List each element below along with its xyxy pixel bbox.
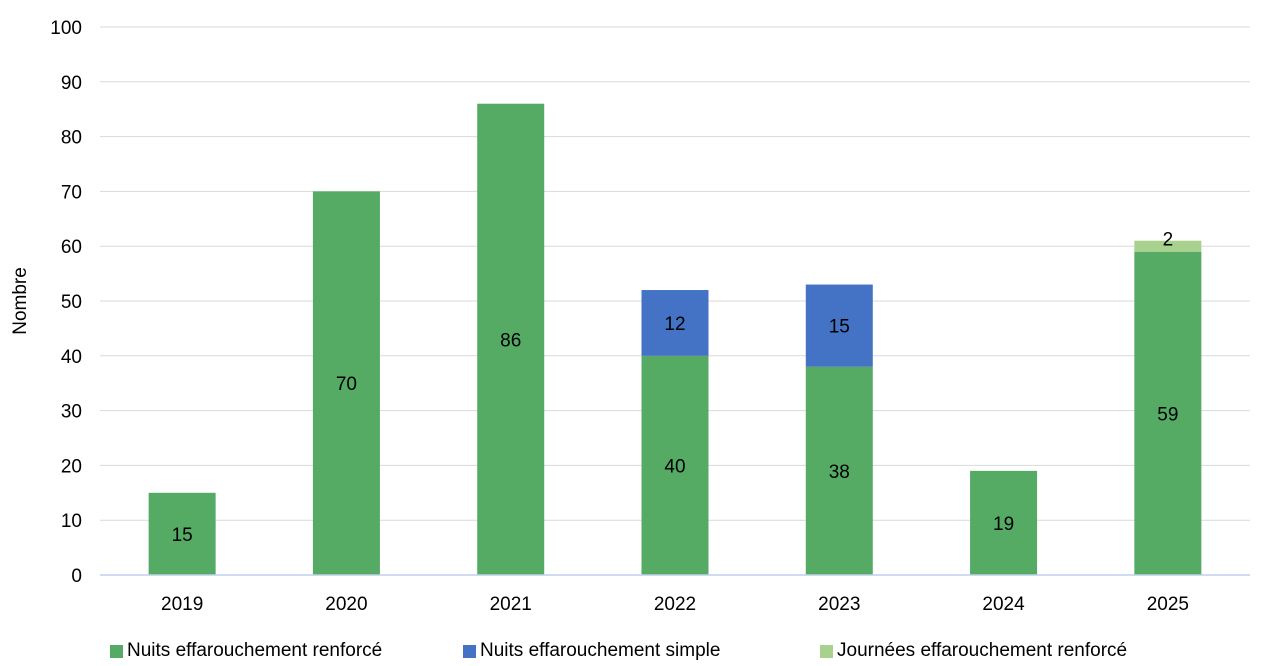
bar-segment [641, 355, 709, 575]
y-tick-label: 50 [61, 292, 82, 313]
y-tick-label: 10 [61, 511, 82, 532]
data-label: 15 [172, 525, 193, 546]
y-tick-label: 30 [61, 402, 82, 423]
y-tick-label: 40 [61, 347, 82, 368]
bar-segment [312, 191, 380, 575]
y-tick-label: 60 [61, 237, 82, 258]
legend-swatch [110, 644, 123, 658]
legend-label: Journées effarouchement renforcé [837, 640, 1128, 661]
x-tick-label: 2023 [818, 594, 860, 615]
legend-item: Nuits effarouchement simple [463, 640, 720, 662]
data-label: 40 [664, 456, 685, 477]
chart-plot: 15 70 86 40 12 38 15 19 59 2 0 10 20 30 40 50 60 70 80 90 1… [10, 18, 1250, 615]
x-tick-label: 2024 [982, 594, 1025, 615]
legend-item: Journées effarouchement renforcé [820, 640, 1127, 662]
legend-label: Nuits effarouchement simple [480, 640, 721, 661]
x-tick-label: 2021 [490, 594, 532, 615]
data-label: 86 [500, 330, 521, 351]
x-tick-label: 2025 [1147, 594, 1189, 615]
bar-segment [970, 470, 1038, 575]
legend-swatch [463, 644, 476, 658]
data-label: 2 [1163, 230, 1174, 251]
y-tick-label: 70 [61, 182, 82, 203]
bar-segment [641, 290, 709, 356]
data-label: 19 [993, 514, 1014, 535]
x-tick-label: 2020 [325, 594, 367, 615]
y-tick-label: 90 [61, 73, 82, 94]
y-axis-title: Nombre [10, 267, 31, 335]
bar-segment [805, 284, 873, 367]
bar-segment [1134, 240, 1202, 252]
y-tick-label: 100 [50, 18, 82, 39]
data-label: 15 [829, 317, 850, 338]
y-tick-label: 0 [71, 566, 82, 587]
data-label: 70 [336, 374, 357, 395]
bars [148, 103, 1202, 575]
axes: 0 10 20 30 40 50 60 70 80 90 100 2019 2020 2021 2022 20… [50, 18, 1250, 615]
y-tick-label: 20 [61, 456, 82, 477]
legend-label: Nuits effarouchement renforcé [127, 640, 383, 661]
legend-swatch [820, 644, 833, 658]
legend-item: Nuits effarouchement renforcé [110, 640, 382, 662]
data-label: 59 [1157, 404, 1178, 425]
x-tick-label: 2022 [654, 594, 696, 615]
bar-segment [805, 366, 873, 575]
data-label: 12 [664, 314, 685, 335]
bar-segment [148, 492, 216, 575]
data-labels: 15 70 86 40 12 38 15 19 59 2 [172, 230, 1179, 546]
y-tick-label: 80 [61, 128, 82, 149]
bar-segment [1134, 251, 1202, 575]
legend: Nuits effarouchement renforcé Nuits effar… [0, 640, 1264, 666]
data-label: 38 [829, 462, 850, 483]
x-tick-label: 2019 [161, 594, 203, 615]
bar-segment [477, 103, 545, 575]
